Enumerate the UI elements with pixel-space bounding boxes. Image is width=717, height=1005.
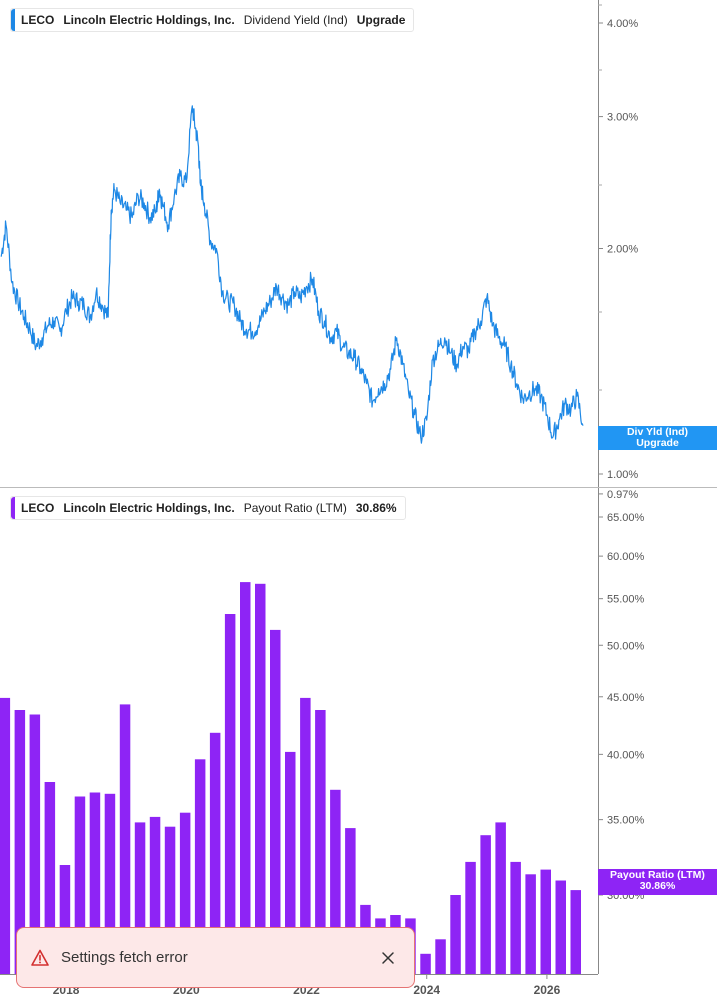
legend-company: Lincoln Electric Holdings, Inc.: [63, 13, 235, 27]
payout-ratio-bar[interactable]: [510, 861, 521, 974]
payout-ratio-bar[interactable]: [89, 792, 101, 975]
payout-ratio-plot: [0, 582, 581, 974]
series-color-swatch: [11, 9, 15, 31]
payout-ratio-bar[interactable]: [104, 793, 116, 974]
payout-ratio-bar[interactable]: [525, 874, 536, 974]
tag-line-2: Upgrade: [636, 437, 679, 449]
payout-ratio-legend[interactable]: LECO Lincoln Electric Holdings, Inc. Pay…: [10, 496, 406, 520]
y-tick-label: 65.00%: [607, 512, 645, 524]
payout-ratio-bar[interactable]: [420, 953, 431, 974]
tag-line-1: Div Yld (Ind): [626, 426, 689, 438]
dividend-yield-value-tag[interactable]: Div Yld (Ind) Upgrade: [598, 426, 717, 450]
payout-ratio-bar[interactable]: [255, 583, 266, 974]
payout-ratio-bar[interactable]: [119, 704, 131, 974]
legend-upgrade-link[interactable]: Upgrade: [356, 13, 406, 27]
payout-ratio-bar[interactable]: [300, 697, 311, 974]
y-tick-label: 0.97%: [607, 489, 638, 501]
payout-ratio-bar[interactable]: [179, 812, 191, 974]
toast-message: Settings fetch error: [61, 949, 188, 966]
legend-metric: Dividend Yield (Ind): [243, 13, 348, 27]
payout-ratio-bar[interactable]: [555, 880, 567, 975]
payout-ratio-bar[interactable]: [59, 865, 71, 974]
payout-ratio-bar[interactable]: [224, 614, 236, 974]
payout-ratio-bar[interactable]: [270, 629, 281, 974]
y-tick-label: 60.00%: [607, 551, 645, 563]
dividend-yield-plot: [0, 105, 584, 444]
payout-ratio-bar[interactable]: [540, 869, 552, 974]
payout-ratio-bar[interactable]: [570, 890, 582, 974]
payout-ratio-bar[interactable]: [74, 796, 86, 975]
y-tick-label: 2.00%: [607, 244, 638, 256]
payout-ratio-bar[interactable]: [44, 782, 56, 974]
close-icon[interactable]: [380, 950, 396, 966]
legend-metric: Payout Ratio (LTM): [243, 501, 347, 515]
legend-ticker: LECO: [21, 13, 55, 27]
payout-ratio-bar[interactable]: [315, 710, 326, 974]
warning-icon: [31, 949, 49, 966]
legend-company: Lincoln Electric Holdings, Inc.: [63, 501, 235, 515]
payout-ratio-bar[interactable]: [0, 697, 11, 974]
payout-ratio-bar[interactable]: [435, 939, 446, 974]
payout-ratio-bar[interactable]: [285, 751, 296, 974]
payout-ratio-bar[interactable]: [480, 835, 491, 974]
dividend-yield-legend[interactable]: LECO Lincoln Electric Holdings, Inc. Div…: [10, 8, 415, 32]
y-tick-label: 4.00%: [607, 18, 638, 30]
y-tick-label: 35.00%: [607, 815, 645, 827]
legend-value: 30.86%: [355, 501, 397, 515]
payout-ratio-bar[interactable]: [149, 816, 161, 974]
y-tick-label: 50.00%: [607, 640, 645, 652]
series-color-swatch: [11, 497, 15, 519]
payout-ratio-bar[interactable]: [194, 759, 206, 974]
legend-ticker: LECO: [21, 501, 55, 515]
payout-ratio-bar[interactable]: [134, 822, 146, 974]
x-tick-label: 2024: [413, 983, 440, 997]
payout-ratio-bar[interactable]: [495, 822, 506, 974]
y-tick-label: 1.00%: [607, 469, 638, 481]
tag-line-1: Payout Ratio (LTM): [610, 869, 705, 881]
tag-line-2: 30.86%: [639, 880, 676, 892]
payout-ratio-bar[interactable]: [240, 582, 251, 974]
y-tick-label: 40.00%: [607, 749, 645, 761]
payout-ratio-bar[interactable]: [14, 710, 26, 974]
payout-ratio-bar[interactable]: [209, 732, 221, 974]
dividend-yield-line: [0, 105, 584, 444]
y-tick-label: 3.00%: [607, 112, 638, 124]
error-toast: Settings fetch error: [16, 927, 415, 988]
payout-ratio-bar[interactable]: [330, 789, 341, 974]
payout-ratio-bar[interactable]: [465, 861, 476, 974]
payout-ratio-bar[interactable]: [450, 895, 461, 974]
payout-ratio-bar[interactable]: [164, 826, 176, 974]
payout-ratio-bar[interactable]: [345, 828, 356, 974]
y-tick-label: 45.00%: [607, 692, 645, 704]
payout-ratio-bar[interactable]: [29, 714, 41, 975]
x-tick-label: 2026: [534, 983, 561, 997]
payout-ratio-value-tag: Payout Ratio (LTM) 30.86%: [598, 869, 717, 895]
y-tick-label: 55.00%: [607, 594, 645, 606]
